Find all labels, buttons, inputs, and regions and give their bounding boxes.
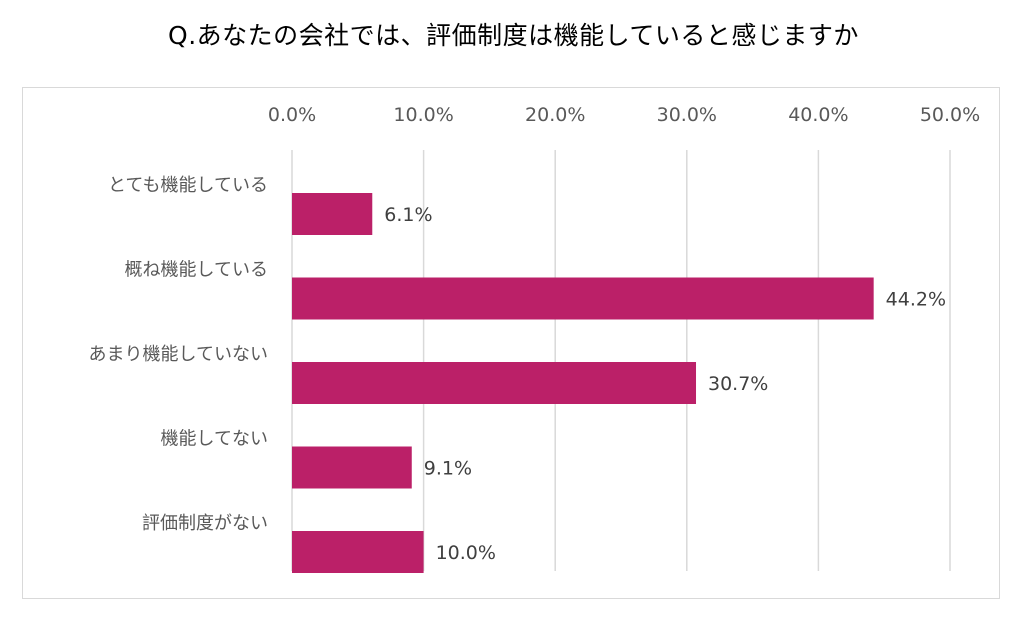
category-label: 機能してない [161,429,268,450]
bar [292,362,697,404]
x-tick-label: 10.0% [393,104,453,126]
data-label: 44.2% [886,289,946,311]
x-tick-label: 30.0% [657,104,717,126]
category-label: とても機能している [108,175,268,196]
data-label: 6.1% [384,204,432,226]
category-label: 評価制度がない [142,513,268,534]
data-label: 9.1% [424,458,472,480]
x-axis-ticks: 0.0% 10.0% 20.0% 30.0% 40.0% 50.0% [268,104,980,126]
category-label: 概ね機能している [125,260,268,281]
bar [292,277,874,320]
x-tick-label: 0.0% [268,104,316,126]
data-label: 30.7% [708,373,768,395]
bars [292,193,874,573]
x-tick-label: 50.0% [920,104,980,126]
bar [292,193,373,235]
x-tick-label: 40.0% [788,104,848,126]
plot-area-frame [22,87,1000,599]
chart-title: Q.あなたの会社では、評価制度は機能していると感じますか [168,21,859,50]
bar [292,531,424,573]
category-label: あまり機能していない [89,344,268,365]
x-tick-label: 20.0% [525,104,585,126]
bar [292,446,412,489]
data-label: 10.0% [436,542,496,564]
data-labels: 6.1% 44.2% 30.7% 9.1% 10.0% [384,204,946,564]
